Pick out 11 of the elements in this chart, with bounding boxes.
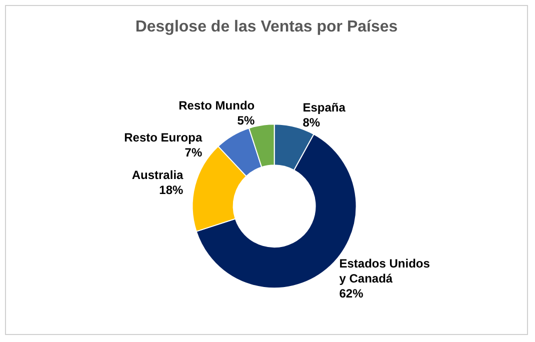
slice-label: Estados Unidos y Canadá — [339, 256, 434, 286]
data-label: 62% — [339, 286, 364, 301]
chart-title: Desglose de las Ventas por Países — [135, 18, 398, 36]
data-label: 18% — [159, 183, 184, 198]
slice-label: Australia — [132, 168, 184, 182]
slice-label: España — [302, 100, 346, 115]
slice-label: Resto Europa — [124, 130, 202, 145]
slice-label: Resto Mundo — [178, 98, 255, 113]
data-label: 5% — [237, 114, 255, 128]
data-label: 8% — [302, 116, 320, 130]
data-label: 7% — [184, 146, 202, 160]
